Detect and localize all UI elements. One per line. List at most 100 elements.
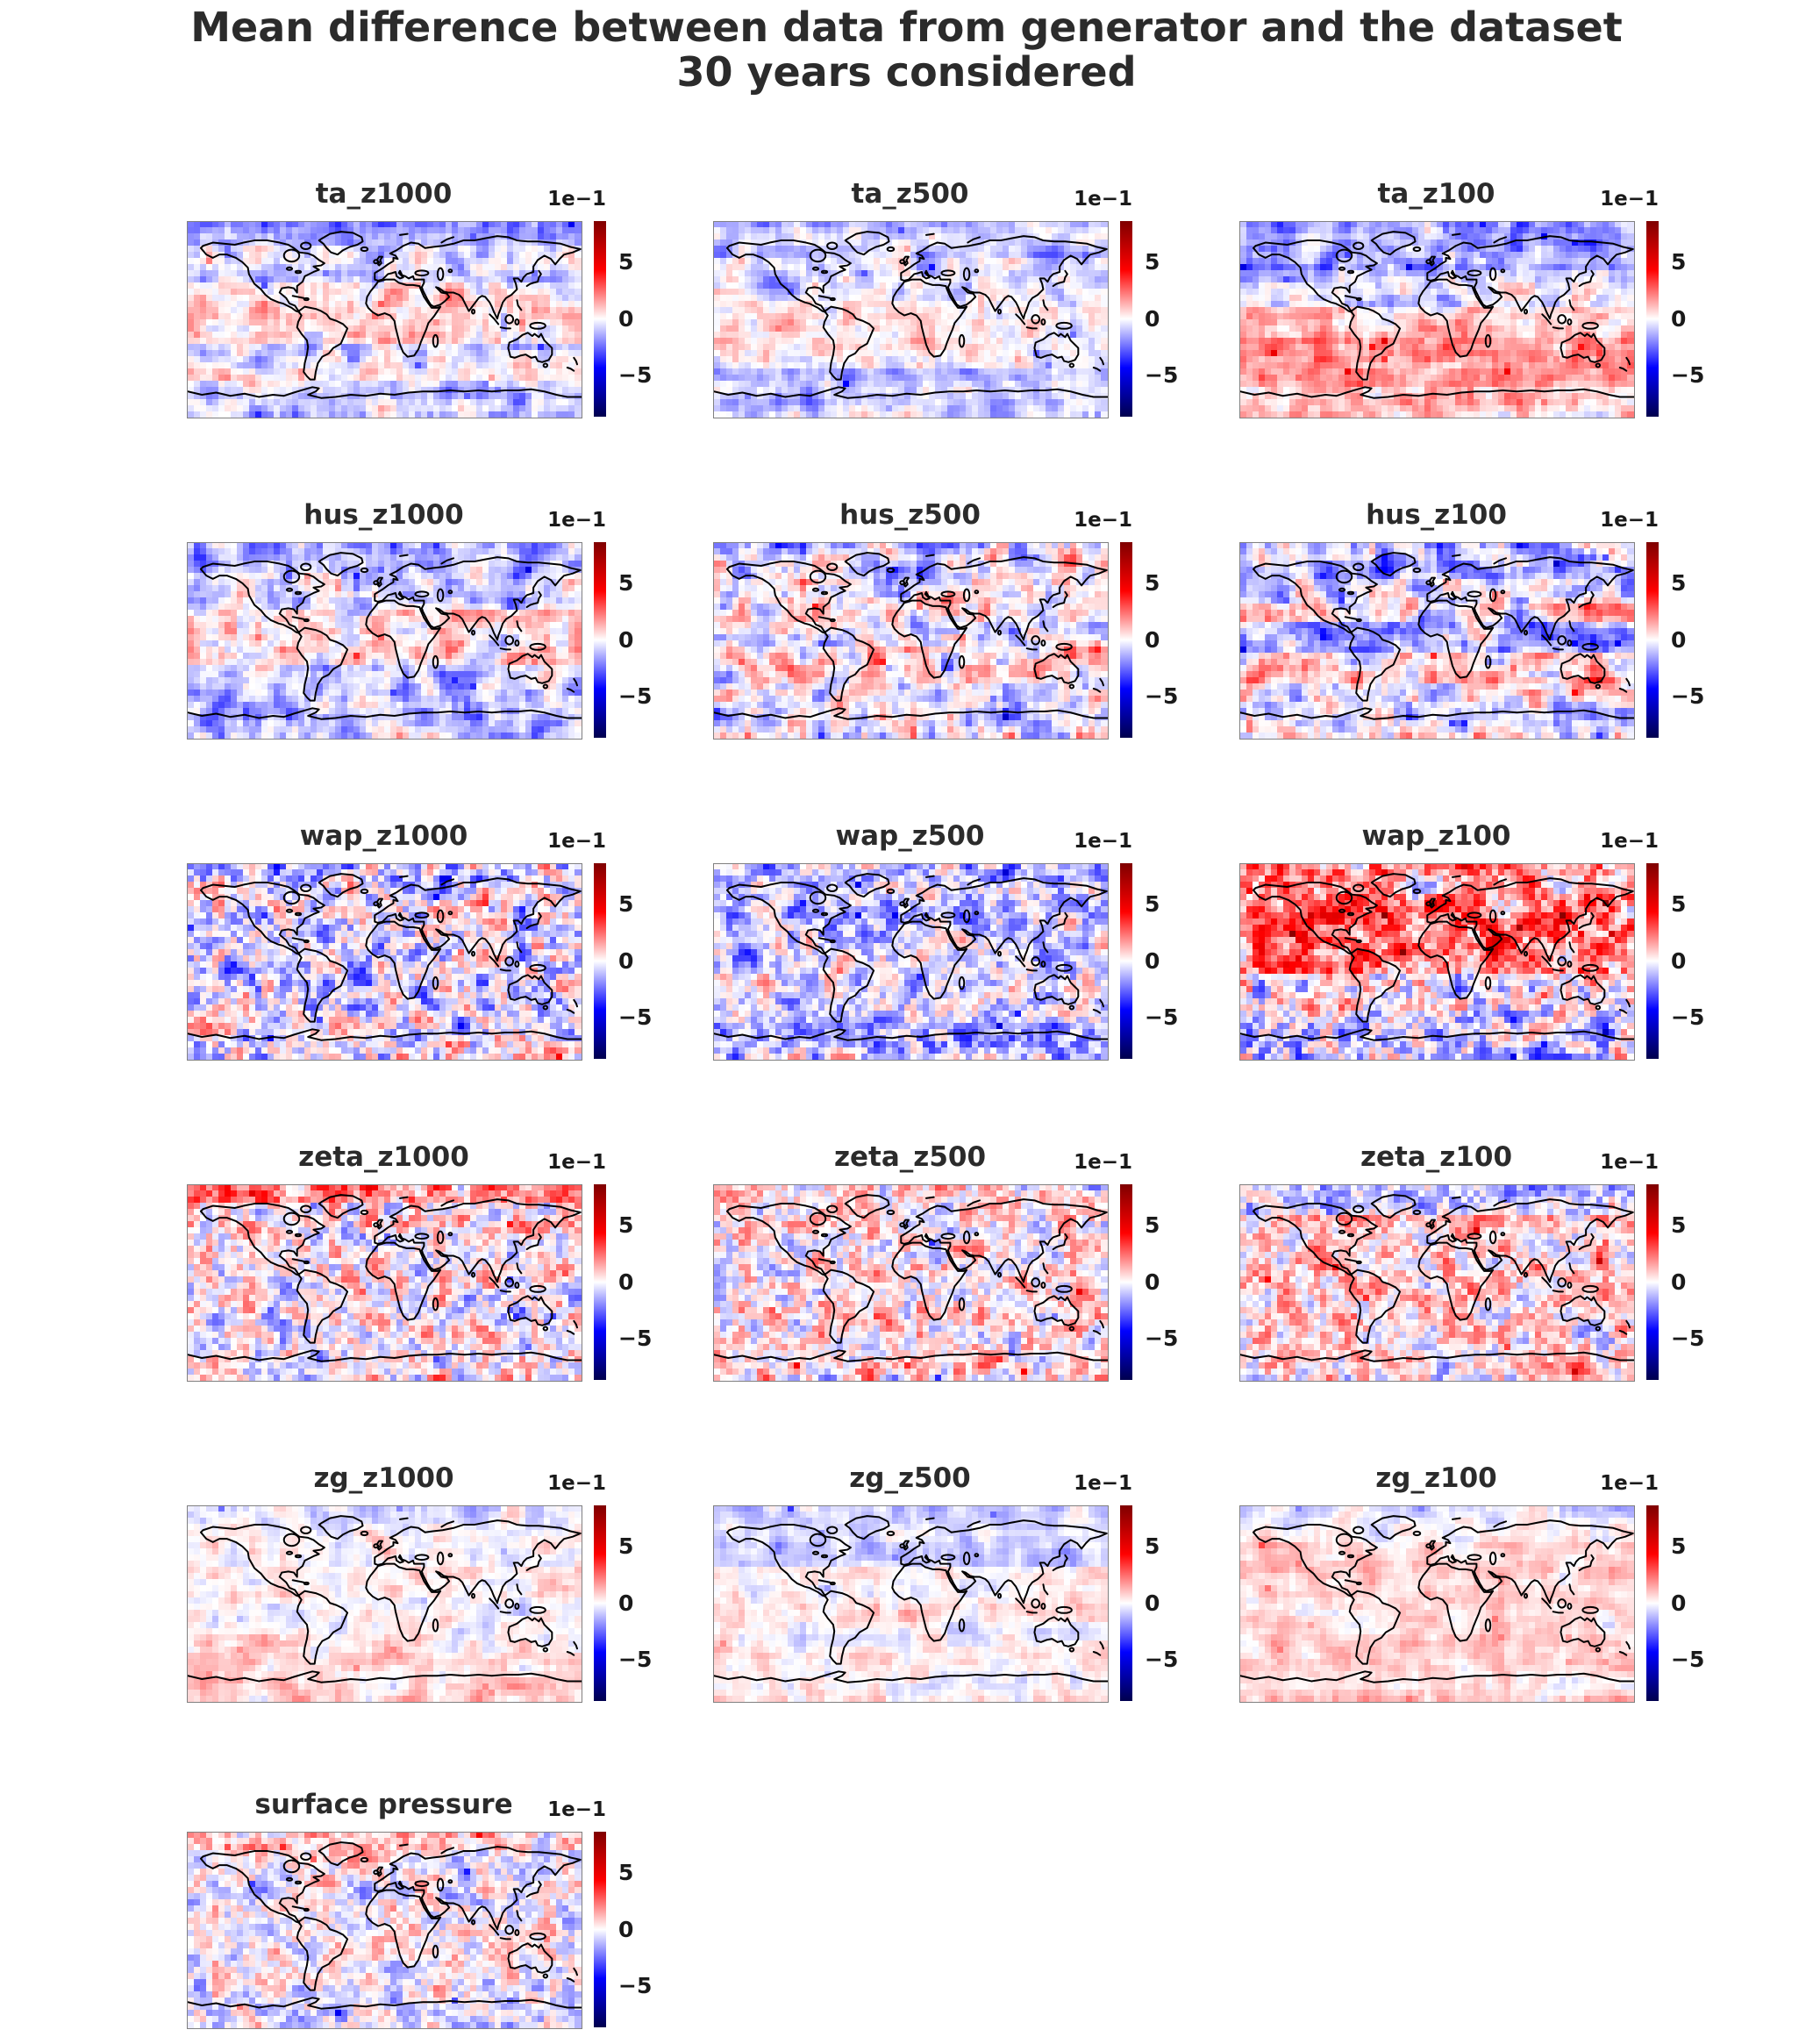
subplot-wap_z100: wap_z100 1e−1 5 0 −5 — [1239, 820, 1704, 1061]
world-map-panel — [1239, 1184, 1635, 1382]
colorbar-tick-label: −5 — [1671, 1326, 1705, 1352]
colorbar-gradient — [1120, 1505, 1132, 1701]
colorbar-tick-label: −5 — [1145, 362, 1179, 389]
subplot-hus_z1000: hus_z1000 1e−1 5 0 −5 — [187, 499, 652, 740]
colorbar-scale-label: 1e−1 — [547, 830, 606, 853]
subplot-ta_z1000: ta_z1000 1e−1 5 0 −5 — [187, 178, 652, 418]
world-map-panel — [187, 1505, 582, 1703]
world-map-panel — [187, 863, 582, 1061]
colorbar-scale-label: 1e−1 — [547, 509, 606, 532]
world-map-panel — [1239, 221, 1635, 418]
colorbar-gradient — [594, 221, 606, 417]
world-map-panel — [187, 221, 582, 418]
coastline-overlay — [1240, 864, 1634, 1060]
subplot-title: ta_z500 — [851, 178, 969, 210]
world-map-panel — [187, 542, 582, 740]
colorbar-tick-label: 5 — [1671, 1533, 1687, 1559]
subplot-hus_z100: hus_z100 1e−1 5 0 −5 — [1239, 499, 1704, 740]
colorbar-tick-label: 5 — [618, 569, 634, 596]
colorbar-tick-label: −5 — [618, 1647, 653, 1673]
subplot-title: hus_z1000 — [303, 499, 464, 531]
subplot-surface-pressure: surface pressure 1e−1 5 0 −5 — [187, 1789, 652, 2029]
subplot-wap_z1000: wap_z1000 1e−1 5 0 −5 — [187, 820, 652, 1061]
colorbar-tick-label: −5 — [1671, 1647, 1705, 1673]
colorbar-tick-label: 0 — [618, 626, 634, 653]
coastline-overlay — [714, 1185, 1108, 1381]
colorbar-tick-label: 5 — [618, 890, 634, 917]
colorbar-gradient — [1646, 221, 1659, 417]
colorbar-tick-label: 5 — [1145, 890, 1160, 917]
colorbar-tick-label: 5 — [1145, 1533, 1160, 1559]
coastline-overlay — [188, 222, 582, 418]
world-map-panel — [187, 1184, 582, 1382]
world-map-panel — [713, 221, 1109, 418]
coastline-overlay — [714, 222, 1108, 418]
subplot-zeta_z500: zeta_z500 1e−1 5 0 −5 — [713, 1141, 1178, 1382]
colorbar-gradient — [1646, 863, 1659, 1059]
colorbar-tick-label: −5 — [618, 1973, 653, 1999]
subplot-title: hus_z500 — [839, 499, 981, 531]
coastline-overlay — [188, 1185, 582, 1381]
figure-title: Mean difference between data from genera… — [0, 5, 1813, 94]
colorbar-tick-label: 5 — [1671, 248, 1687, 275]
colorbar-gradient — [594, 1184, 606, 1380]
colorbar-tick-label: 5 — [618, 1533, 634, 1559]
subplot-zg_z1000: zg_z1000 1e−1 5 0 −5 — [187, 1462, 652, 1703]
colorbar-gradient — [594, 863, 606, 1059]
world-map-panel — [713, 1184, 1109, 1382]
subplot-zg_z100: zg_z100 1e−1 5 0 −5 — [1239, 1462, 1704, 1703]
colorbar-tick-label: −5 — [1145, 683, 1179, 710]
colorbar-tick-label: 0 — [618, 305, 634, 332]
colorbar-tick-label: −5 — [1671, 683, 1705, 710]
colorbar-tick-label: 0 — [1145, 947, 1160, 974]
subplot-title: zeta_z500 — [833, 1141, 987, 1173]
subplot-wap_z500: wap_z500 1e−1 5 0 −5 — [713, 820, 1178, 1061]
coastline-overlay — [714, 864, 1108, 1060]
colorbar-tick-label: −5 — [1671, 1004, 1705, 1031]
colorbar-tick-label: 0 — [1145, 626, 1160, 653]
colorbar-tick-label: −5 — [618, 362, 653, 389]
colorbar-scale-label: 1e−1 — [1074, 830, 1132, 853]
colorbar-tick-label: 5 — [1145, 248, 1160, 275]
colorbar-tick-label: 5 — [618, 1859, 634, 1885]
coastline-overlay — [1240, 1185, 1634, 1381]
colorbar-tick-label: 0 — [1671, 947, 1687, 974]
world-map-panel — [713, 863, 1109, 1061]
coastline-overlay — [188, 1833, 582, 2028]
colorbar-gradient — [1120, 221, 1132, 417]
coastline-overlay — [1240, 1506, 1634, 1702]
colorbar-tick-label: 0 — [618, 947, 634, 974]
world-map-panel — [1239, 542, 1635, 740]
colorbar-tick-label: 5 — [618, 248, 634, 275]
coastline-overlay — [188, 864, 582, 1060]
colorbar-tick-label: 0 — [618, 1916, 634, 1942]
colorbar-tick-label: 5 — [1671, 569, 1687, 596]
figure-title-line1: Mean difference between data from genera… — [190, 4, 1623, 51]
subplot-title: wap_z1000 — [299, 820, 468, 852]
colorbar-tick-label: −5 — [1145, 1004, 1179, 1031]
colorbar-tick-label: 0 — [1671, 626, 1687, 653]
subplot-zg_z500: zg_z500 1e−1 5 0 −5 — [713, 1462, 1178, 1703]
subplot-hus_z500: hus_z500 1e−1 5 0 −5 — [713, 499, 1178, 740]
colorbar-gradient — [1120, 542, 1132, 738]
colorbar-gradient — [594, 542, 606, 738]
colorbar-scale-label: 1e−1 — [1074, 188, 1132, 211]
subplot-title: zg_z100 — [1375, 1462, 1497, 1494]
colorbar-tick-label: 0 — [1145, 1590, 1160, 1616]
colorbar-scale-label: 1e−1 — [1600, 830, 1659, 853]
coastline-overlay — [714, 1506, 1108, 1702]
subplot-ta_z100: ta_z100 1e−1 5 0 −5 — [1239, 178, 1704, 418]
coastline-overlay — [1240, 543, 1634, 739]
subplot-title: zg_z1000 — [313, 1462, 454, 1494]
colorbar-gradient — [594, 1505, 606, 1701]
colorbar-tick-label: 0 — [1671, 1269, 1687, 1295]
colorbar-scale-label: 1e−1 — [1600, 1151, 1659, 1174]
colorbar-tick-label: 5 — [1145, 569, 1160, 596]
colorbar-tick-label: 0 — [1145, 1269, 1160, 1295]
subplot-title: hus_z100 — [1366, 499, 1507, 531]
world-map-panel — [1239, 863, 1635, 1061]
subplot-ta_z500: ta_z500 1e−1 5 0 −5 — [713, 178, 1178, 418]
colorbar-gradient — [1646, 1184, 1659, 1380]
colorbar-gradient — [1646, 542, 1659, 738]
